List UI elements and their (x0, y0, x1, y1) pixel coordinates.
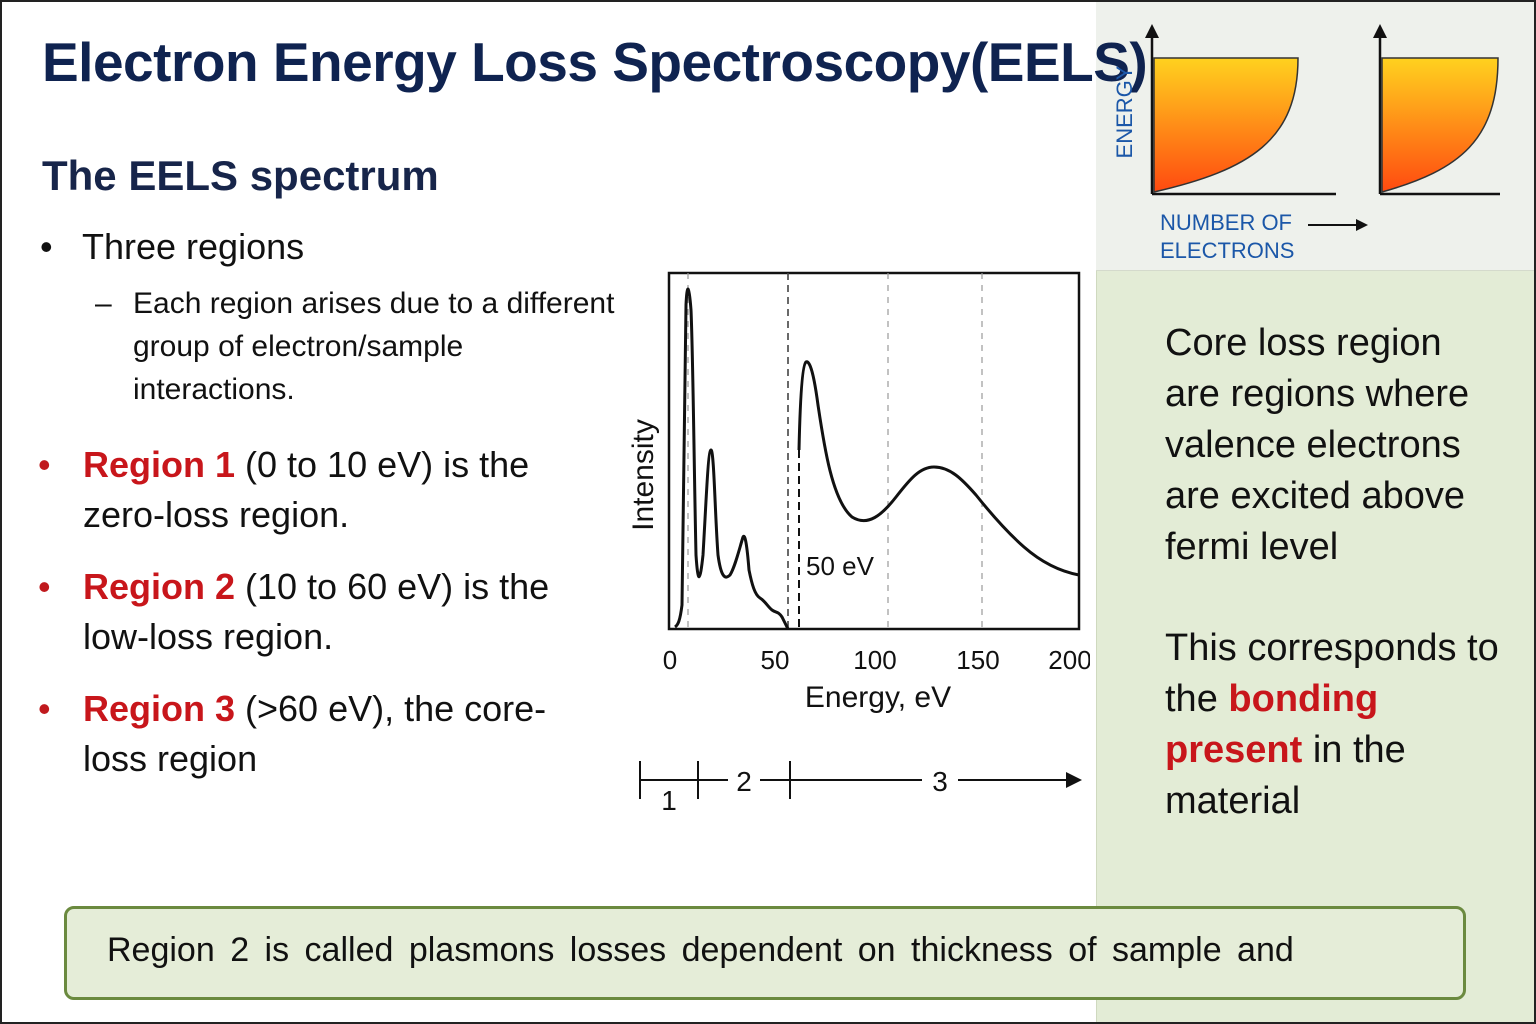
bullet-marker: • (40, 226, 53, 267)
electrons-axis-label-line1: NUMBER OF (1160, 210, 1292, 235)
para-2-start: This corresponds to the (1165, 627, 1499, 720)
annotation-50ev: 50 eV (806, 551, 875, 581)
region-2-number: 2 (736, 766, 752, 797)
region-1-number: 1 (661, 785, 677, 816)
energy-fill-1 (1153, 57, 1299, 193)
x-tick-label: 200 (1048, 645, 1090, 675)
region-3-text: Region 3 (>60 eV), the core-loss region (83, 684, 603, 784)
core-loss-description: Core loss region are regions where valen… (1165, 318, 1505, 827)
electrons-axis-label-line2: ELECTRONS (1160, 238, 1294, 263)
x-tick-label: 50 (761, 645, 790, 675)
region-3-desc: (>60 eV), the core-loss region (83, 688, 547, 779)
energy-fill-2 (1381, 57, 1499, 193)
bullet-marker: • (38, 444, 51, 485)
plot-frame (667, 271, 1081, 631)
region-1-text: Region 1 (0 to 10 eV) is the zero-loss r… (83, 440, 603, 540)
spacer (1165, 573, 1505, 623)
region-3-label: Region 3 (83, 688, 236, 729)
region-1-label: Region 1 (83, 444, 236, 485)
x-tick-label: 100 (853, 645, 896, 675)
arrow-up-icon (1373, 24, 1387, 38)
region-indicator: 1 2 3 (639, 761, 1082, 816)
x-tick-label: 150 (956, 645, 999, 675)
region-1-desc: (0 to 10 eV) is the zero-loss region. (83, 444, 530, 535)
sub-bullet-marker: – (95, 287, 112, 320)
arrow-head-icon (1066, 772, 1082, 788)
section-subtitle: The EELS spectrum (42, 152, 439, 199)
x-axis-label: Energy, eV (805, 681, 951, 714)
region-2-desc: (10 to 60 eV) is the low-loss region. (83, 566, 550, 657)
density-of-states-charts: ENERGY NUMBER OF ELECTRONS (1112, 24, 1500, 263)
para-2-highlight: bonding present (1165, 678, 1379, 771)
bullet-three-regions: • Three regions (40, 222, 600, 272)
para-2-end: in the material (1165, 729, 1406, 822)
arrow-up-icon (1145, 24, 1159, 38)
bullet-text: Three regions (82, 226, 305, 267)
core-loss-para-2: This corresponds to the bonding present … (1165, 623, 1505, 827)
footer-note-text: Region 2 is called plasmons losses depen… (107, 931, 1294, 969)
region-3-number: 3 (932, 766, 948, 797)
y-axis-label: Intensity (627, 419, 660, 531)
slide-title: Electron Energy Loss Spectroscopy(EELS) (42, 31, 1148, 93)
spectrum-line (674, 287, 790, 630)
eels-spectrum-chart: Intensity 50 eV 0 50 100 150 200 Energy,… (627, 271, 1090, 714)
core-loss-line (797, 360, 1080, 577)
bullet-marker: • (38, 566, 51, 607)
sub-bullet-text: Each region arises due to a different gr… (133, 287, 615, 406)
region-2-label: Region 2 (83, 566, 236, 607)
x-tick-label: 0 (663, 645, 677, 675)
bullet-marker: • (38, 688, 51, 729)
region-2-text: Region 2 (10 to 60 eV) is the low-loss r… (83, 562, 603, 662)
core-loss-para-1: Core loss region are regions where valen… (1165, 322, 1470, 568)
footer-note-box: Region 2 is called plasmons losses depen… (64, 906, 1466, 1000)
arrow-right-icon (1356, 219, 1368, 231)
energy-axis-label: ENERGY (1112, 65, 1137, 158)
